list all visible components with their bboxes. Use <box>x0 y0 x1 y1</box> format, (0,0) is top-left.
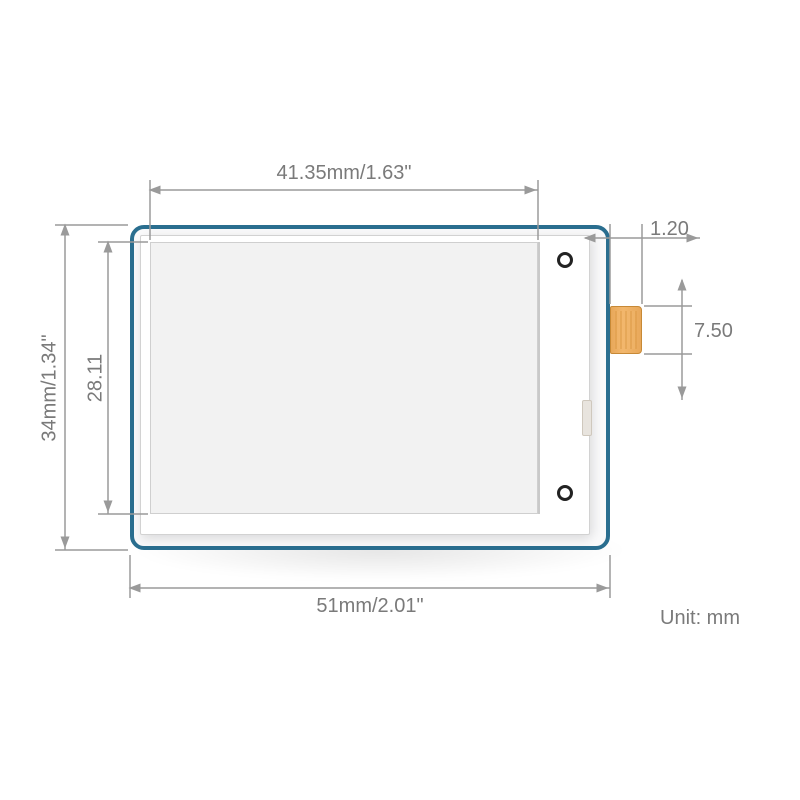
dim-screen-height: 28.11 <box>85 354 108 403</box>
dim-flex-height: 7.50 <box>694 320 733 343</box>
dim-outer-width: 51mm/2.01" <box>316 595 423 618</box>
diagram-stage: 51mm/2.01" 41.35mm/1.63" 34mm/1.34" 28.1… <box>0 0 800 800</box>
dim-outer-height: 34mm/1.34" <box>39 334 62 441</box>
unit-label: Unit: mm <box>660 607 740 630</box>
dim-screen-width: 41.35mm/1.63" <box>277 162 412 185</box>
dimension-overlay <box>0 0 800 800</box>
dim-flex-offset: 1.20 <box>650 218 689 241</box>
